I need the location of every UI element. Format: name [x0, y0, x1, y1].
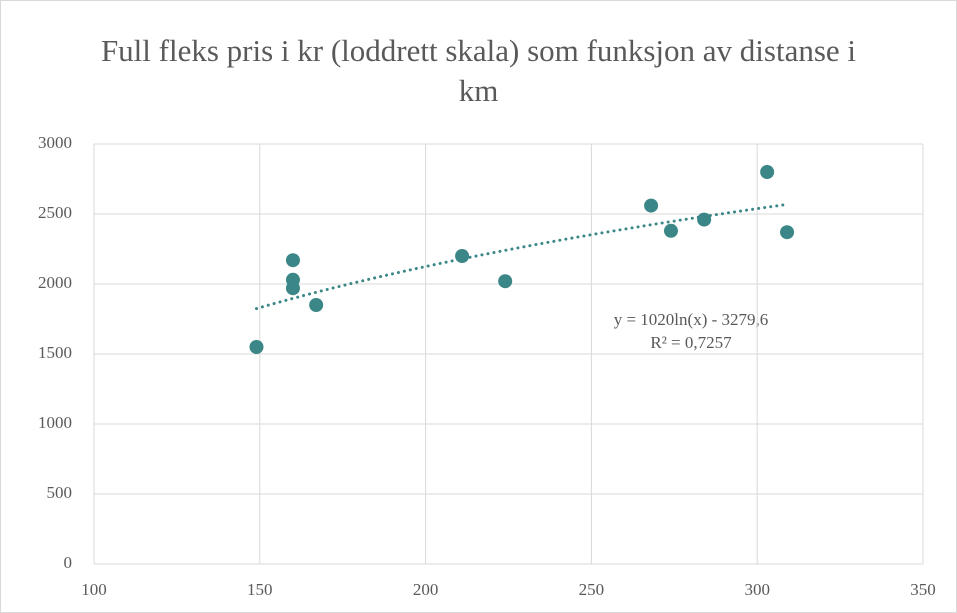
- data-point: [780, 225, 795, 240]
- y-tick-label: 500: [47, 483, 73, 502]
- data-point: [285, 281, 300, 296]
- data-point: [663, 223, 678, 238]
- x-tick-label: 100: [81, 580, 107, 599]
- data-point: [249, 340, 264, 354]
- chart-title: Full fleks pris i kr (loddrett skala) so…: [100, 33, 857, 108]
- x-tick-label: 250: [579, 580, 605, 599]
- data-point: [498, 274, 513, 289]
- data-point: [309, 298, 324, 312]
- x-tick-label: 200: [413, 580, 439, 599]
- data-point: [644, 198, 659, 213]
- y-tick-label: 0: [64, 553, 73, 572]
- x-tick-label: 300: [744, 580, 770, 599]
- x-tick-label: 150: [247, 580, 273, 599]
- trend-r-squared: R² = 0,7257: [650, 333, 732, 352]
- trend-equation: y = 1020ln(x) - 3279,6: [614, 310, 769, 329]
- x-tick-label: 350: [910, 580, 936, 599]
- data-point: [760, 165, 775, 179]
- y-tick-label: 1000: [38, 413, 72, 432]
- y-tick-label: 2500: [38, 203, 72, 222]
- y-tick-label: 1500: [38, 343, 72, 362]
- y-tick-label: 3000: [38, 133, 72, 152]
- y-tick-label: 2000: [38, 273, 72, 292]
- data-point: [697, 212, 712, 227]
- data-point: [285, 253, 300, 268]
- data-point: [455, 249, 470, 263]
